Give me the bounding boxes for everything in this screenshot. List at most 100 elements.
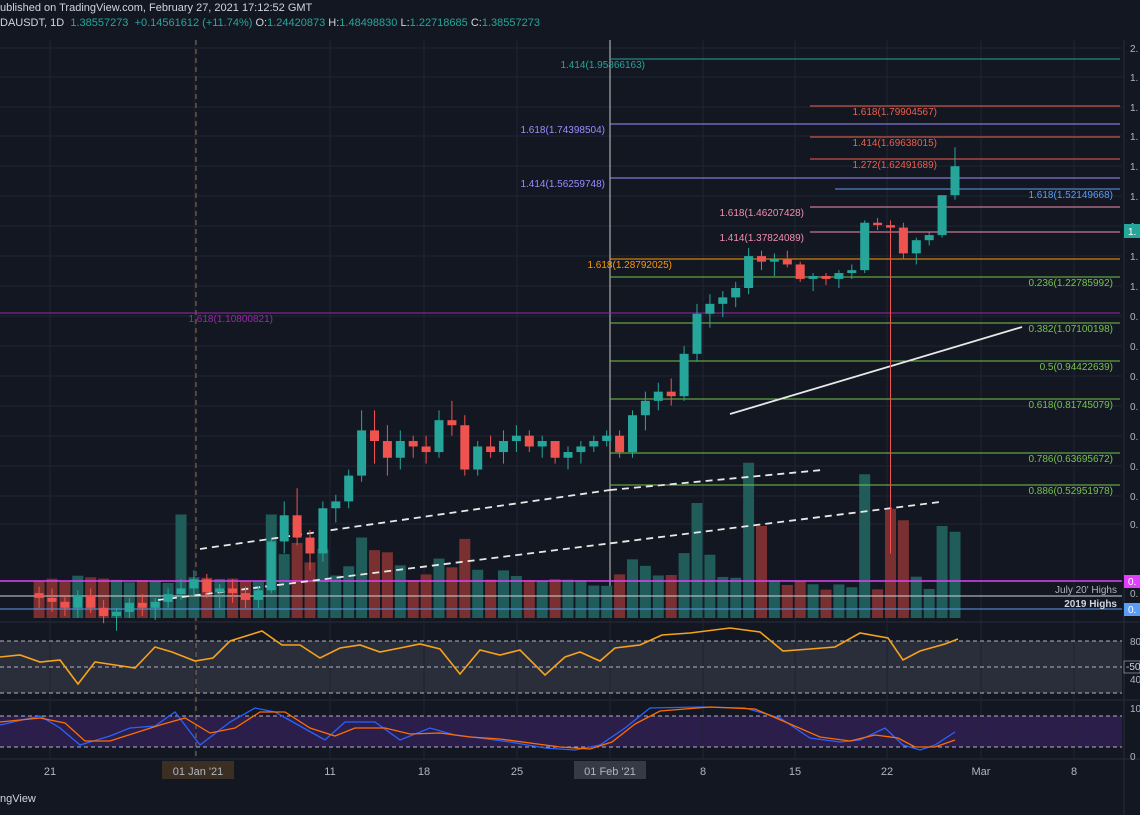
volume-bar [459,538,471,618]
high-label: H: [328,17,340,29]
candle-body [705,303,715,314]
rsi-pane [0,627,1122,694]
candle-body [189,579,199,589]
candle-body [228,588,238,594]
volume-bar [949,531,961,618]
rsi-axis-label: 40 [1130,675,1140,686]
fib-label: 1.618(1.10800821) [188,314,273,325]
fib-label: 1.414(1.56259748) [520,179,605,190]
candle-body [640,400,650,416]
volume-bar [910,576,922,618]
candle-body [653,391,663,401]
volume-bar [846,587,858,618]
volume-bar [562,579,574,618]
candle-body [447,420,457,426]
volume-bar [575,580,587,618]
candle-body [511,435,521,442]
y-tick-label: 0. [1130,372,1138,383]
volume-bar [833,584,845,618]
candle-body [499,441,508,453]
candle-body [628,415,637,453]
volume-bar [394,565,406,618]
volume-bar [343,566,355,618]
fib-label: 1.618(1.79904567) [852,107,937,118]
candle-body [744,256,754,289]
x-tick-label: Mar [972,766,991,778]
candle-body [937,195,947,236]
candle-body [163,594,173,602]
fib-label: 0.786(0.63695672) [1028,454,1113,465]
y-tick-label: 0. [1130,432,1138,443]
candle-body [886,225,895,228]
volume-bar [807,584,819,618]
published-line: ublished on TradingView.com, February 27… [0,2,312,14]
candle-body [950,166,960,196]
volume-bar [665,575,677,618]
close-value: 1.38557273 [481,17,540,29]
x-tick-label: 22 [881,766,893,778]
volume-bar [304,562,316,618]
volume-bar [859,474,871,618]
rsi-line [0,627,959,686]
stoch-pane [0,706,1122,751]
candle-body [782,258,792,265]
volume-bar [188,577,200,618]
candle-body [305,537,315,554]
volume-bar [704,554,716,618]
y-tick-label: 1. [1130,132,1138,143]
y-tick-label: 0. [1130,312,1138,323]
volume-bar [678,553,690,618]
candle-body [731,288,741,298]
volume-bar [820,589,832,618]
fib-label: 1.414(1.69638015) [852,138,937,149]
candle-body [769,258,779,262]
candle-body [395,441,405,458]
stoch-axis-label: 0 [1130,752,1136,763]
price-tag-label: 1. [1128,227,1136,238]
candle-body [718,297,728,304]
candle-body [124,602,134,612]
level-tag-box [1124,575,1140,588]
candle-body [202,579,212,593]
candle-body [860,222,870,271]
rsi-value-box [1123,660,1140,674]
candle-body [524,435,534,447]
y-tick-label: 1. [1130,252,1138,263]
volume-bar [885,508,896,618]
candle-body [215,588,225,593]
low-label: L: [400,17,410,29]
candles [34,147,960,631]
footer-text: ngView [0,793,36,805]
candle-body [550,441,560,458]
level-tag-box [1124,603,1140,616]
volume-bar [936,526,948,618]
fib-label: 0.382(1.07100198) [1028,324,1113,335]
date-marker-box [574,761,646,779]
x-tick-label: 21 [44,766,56,778]
candle-body [602,435,612,442]
volume-bar [498,570,509,618]
volume-bar [317,548,329,618]
candle-body [679,353,689,397]
fib-label: 1.618(1.46207428) [719,208,804,219]
candle-body [898,227,908,254]
volume-bar [730,577,742,618]
volume-bar [768,580,780,618]
x-tick-label: 01 Feb '21 [584,766,636,778]
candle-body [795,264,805,279]
candle-body [86,595,96,608]
y-tick-label: 1. [1130,162,1138,173]
volume-bar [369,550,380,618]
volume-bar [472,569,484,618]
axes: 21 01 Jan '21 11 18 25 01 Feb '21 8 15 22 Mar 8 2. 1… [44,44,1140,779]
volume-bar [98,578,110,618]
open-value: 1.24420873 [267,17,326,29]
volume-bar [485,579,497,618]
volume-bar [330,575,342,618]
volume-bar [743,462,755,618]
x-tick-label: 15 [789,766,801,778]
candle-body [834,273,844,279]
y-tick-label: 1. [1130,103,1138,114]
y-tick-label: 0. [1130,520,1138,531]
